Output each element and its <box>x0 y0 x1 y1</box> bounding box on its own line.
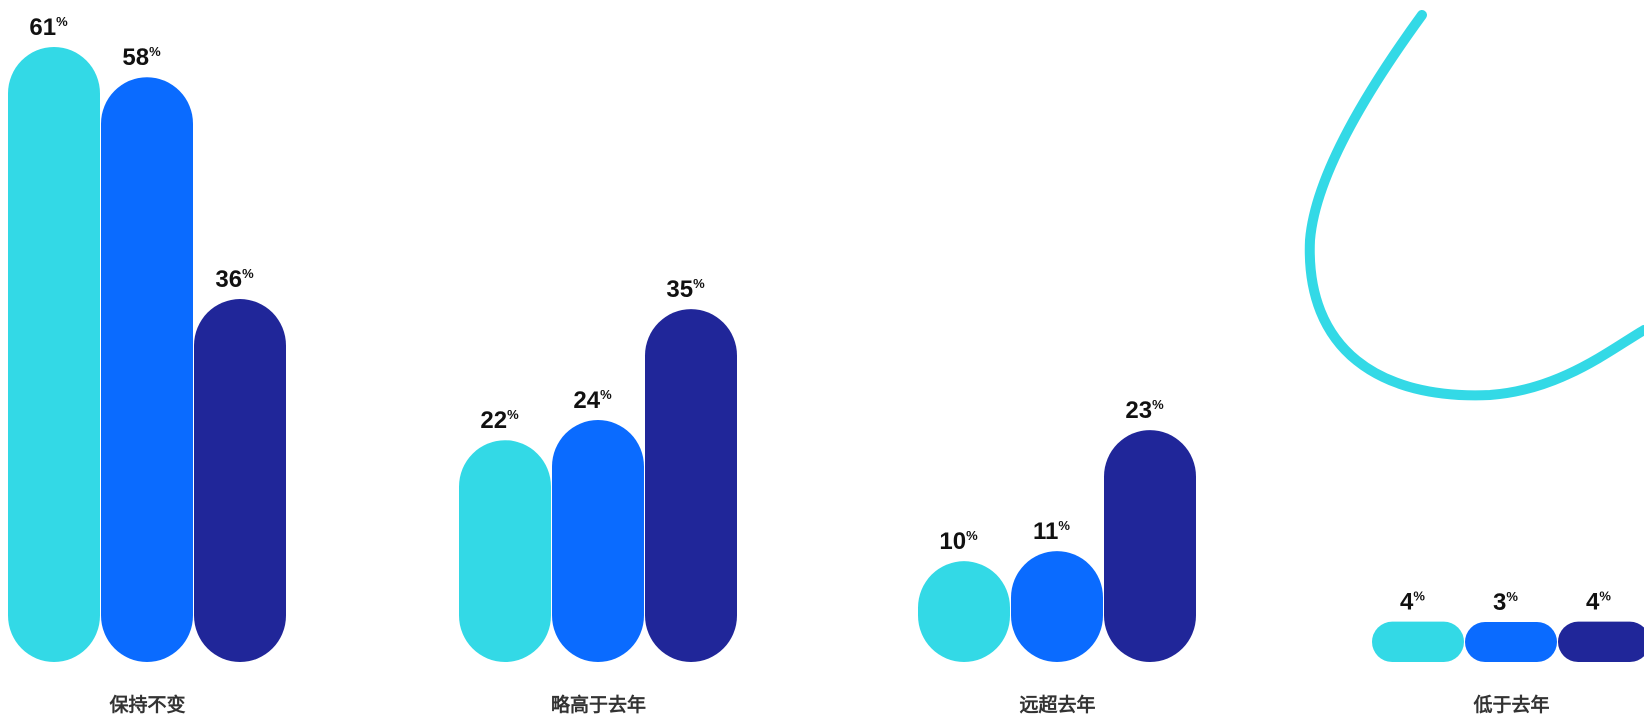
value-label: 10% <box>939 528 978 555</box>
category-label: 低于去年 <box>1472 693 1549 716</box>
bar-4-2 <box>1465 622 1557 662</box>
category-label: 远超去年 <box>1019 693 1095 716</box>
value-label: 61% <box>29 14 68 41</box>
category-label: 保持不变 <box>108 693 185 716</box>
value-label: 23% <box>1125 397 1164 424</box>
bar-3-2 <box>1011 551 1103 662</box>
bar-2-3 <box>645 309 737 662</box>
value-label: 58% <box>122 44 161 71</box>
bar-2-2 <box>552 420 644 662</box>
bar-3-3 <box>1104 430 1196 662</box>
bar-4-3 <box>1558 621 1644 662</box>
value-label: 22% <box>480 407 519 434</box>
bar-1-1 <box>8 47 100 662</box>
value-label: 4% <box>1400 589 1425 616</box>
bar-1-2 <box>101 77 193 662</box>
value-label: 36% <box>215 266 254 293</box>
bar-4-1 <box>1372 621 1464 662</box>
bar-2-1 <box>459 440 551 662</box>
value-label: 35% <box>666 276 705 303</box>
bar-3-1 <box>918 561 1010 662</box>
decorative-swirl-line <box>1304 10 1644 401</box>
value-label: 24% <box>573 387 612 414</box>
value-label: 4% <box>1586 589 1611 616</box>
bars-layer <box>8 47 1644 662</box>
labels-layer: 61% 58% 36% 保持不变 22% 24% 35% 略高于去年 10% 11% 23% 远超去年… <box>29 14 1611 716</box>
value-label: 3% <box>1493 589 1518 616</box>
category-label: 略高于去年 <box>551 693 646 716</box>
bar-1-3 <box>194 299 286 662</box>
value-label: 11% <box>1033 518 1070 545</box>
